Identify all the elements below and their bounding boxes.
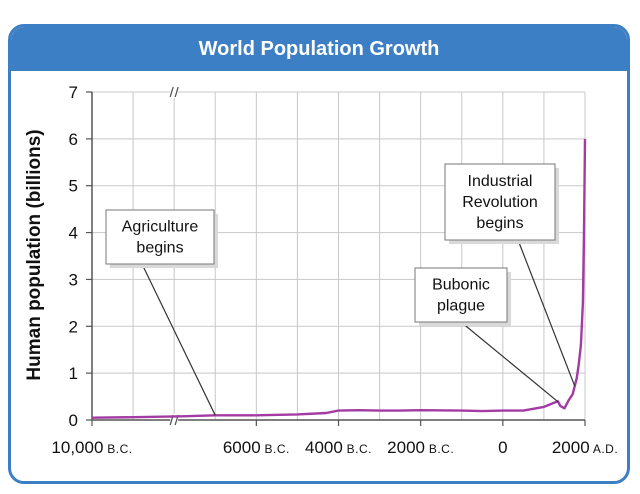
annotation-leader-line <box>517 239 576 387</box>
x-tick-label: 6000 B.C. <box>223 438 290 457</box>
y-tick-label: 5 <box>69 177 78 196</box>
x-tick-label: 0 <box>498 438 507 457</box>
x-tick-label: 4000 B.C. <box>305 438 372 457</box>
y-axis-label: Human population (billions) <box>24 129 45 380</box>
annotation-text: begins <box>136 240 183 257</box>
y-tick-label: 4 <box>69 224 78 243</box>
annotation-text: begins <box>476 215 523 232</box>
annotation-text: Industrial <box>468 173 533 190</box>
x-tick-label: 10,000 B.C. <box>51 438 132 457</box>
population-line <box>91 138 587 419</box>
y-tick-label: 2 <box>69 317 78 336</box>
y-tick-label: 0 <box>69 411 78 430</box>
annotation-box <box>105 209 215 265</box>
axis-break-top-gap <box>170 86 179 98</box>
annotation-box <box>444 163 556 241</box>
chart-title: World Population Growth <box>11 27 627 71</box>
axis-break-top-mark <box>169 86 174 98</box>
annotation-box <box>414 267 508 323</box>
x-tick-label: 2000 A.D. <box>552 438 618 457</box>
y-tick-label: 1 <box>69 364 78 383</box>
y-tick-label: 3 <box>69 270 78 289</box>
x-tick-label: 2000 B.C. <box>387 438 454 457</box>
annotation-text: plague <box>437 298 485 315</box>
annotation-leader-line <box>460 321 559 403</box>
axis-break-top-mark <box>174 86 179 98</box>
annotation-text: Bubonic <box>432 277 490 294</box>
y-tick-label: 7 <box>69 83 78 102</box>
annotation-text: Revolution <box>462 194 538 211</box>
axis-break-bottom-gap <box>170 414 179 426</box>
annotation-leader-line <box>141 263 216 416</box>
annotation-text: Agriculture <box>122 219 199 236</box>
y-tick-label: 6 <box>69 130 78 149</box>
